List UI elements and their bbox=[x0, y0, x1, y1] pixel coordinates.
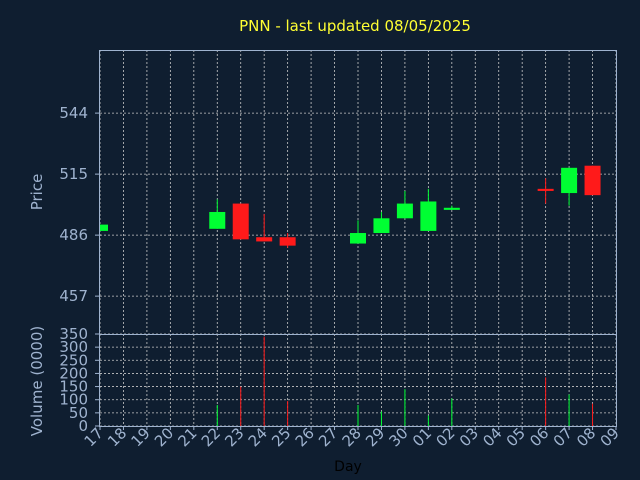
volume-bars bbox=[216, 336, 594, 426]
x-tick-label: 19 bbox=[128, 424, 154, 450]
price-tick-label: 457 bbox=[59, 287, 88, 305]
volume-tick-label: 300 bbox=[59, 338, 88, 356]
x-tick-label: 23 bbox=[221, 424, 247, 450]
candle-body bbox=[232, 203, 249, 240]
volume-tick-label: 150 bbox=[59, 378, 88, 396]
candle-body bbox=[279, 237, 296, 246]
x-axis-ticks: 1718192021222324252627282930010203040506… bbox=[81, 424, 623, 450]
x-axis-label: Day bbox=[334, 459, 362, 475]
x-tick-label: 07 bbox=[550, 424, 576, 450]
x-tick-label: 29 bbox=[362, 424, 388, 450]
x-tick-label: 28 bbox=[339, 424, 365, 450]
x-tick-label: 22 bbox=[198, 424, 224, 450]
candle-body bbox=[209, 211, 226, 229]
x-tick-label: 09 bbox=[597, 424, 623, 450]
x-tick-label: 18 bbox=[104, 424, 130, 450]
candle-body bbox=[537, 188, 554, 191]
x-tick-label: 04 bbox=[479, 424, 505, 450]
x-tick-label: 25 bbox=[268, 424, 294, 450]
candle-body bbox=[100, 224, 108, 231]
x-tick-label: 08 bbox=[573, 424, 599, 450]
price-tick-label: 486 bbox=[59, 226, 88, 244]
candle-body bbox=[443, 207, 460, 210]
candle-body bbox=[350, 233, 366, 244]
x-tick-label: 01 bbox=[409, 424, 435, 450]
volume-tick-label: 50 bbox=[69, 404, 88, 422]
x-tick-label: 27 bbox=[315, 424, 341, 450]
price-axis-label: Price bbox=[28, 174, 46, 211]
price-candles bbox=[99, 165, 601, 248]
chart-title: PNN - last updated 08/05/2025 bbox=[239, 17, 471, 35]
candle-body bbox=[561, 167, 578, 194]
volume-tick-label: 250 bbox=[59, 351, 88, 369]
price-tick-label: 544 bbox=[59, 104, 88, 122]
volume-tick-label: 100 bbox=[59, 391, 88, 409]
x-tick-label: 26 bbox=[292, 424, 318, 450]
volume-tick-label: 350 bbox=[59, 325, 88, 343]
candle-body bbox=[373, 218, 390, 234]
price-axis-ticks: 457 486 515 544 bbox=[59, 104, 100, 305]
x-tick-label: 02 bbox=[432, 424, 458, 450]
candle-body bbox=[420, 201, 437, 231]
volume-tick-label: 200 bbox=[59, 364, 88, 382]
x-tick-label: 21 bbox=[174, 424, 200, 450]
x-tick-label: 06 bbox=[526, 424, 552, 450]
x-tick-label: 30 bbox=[386, 424, 412, 450]
volume-tick-label: 0 bbox=[78, 417, 88, 435]
x-tick-label: 05 bbox=[503, 424, 529, 450]
price-grid bbox=[99, 50, 617, 334]
price-tick-label: 515 bbox=[59, 165, 88, 183]
x-tick-label: 03 bbox=[456, 424, 482, 450]
candle-body bbox=[256, 237, 273, 242]
candle-body bbox=[396, 203, 413, 219]
x-tick-label: 20 bbox=[151, 424, 177, 450]
candle-body bbox=[584, 165, 601, 196]
x-tick-label: 24 bbox=[245, 424, 271, 450]
volume-axis-label: Volume (0000) bbox=[28, 326, 46, 436]
